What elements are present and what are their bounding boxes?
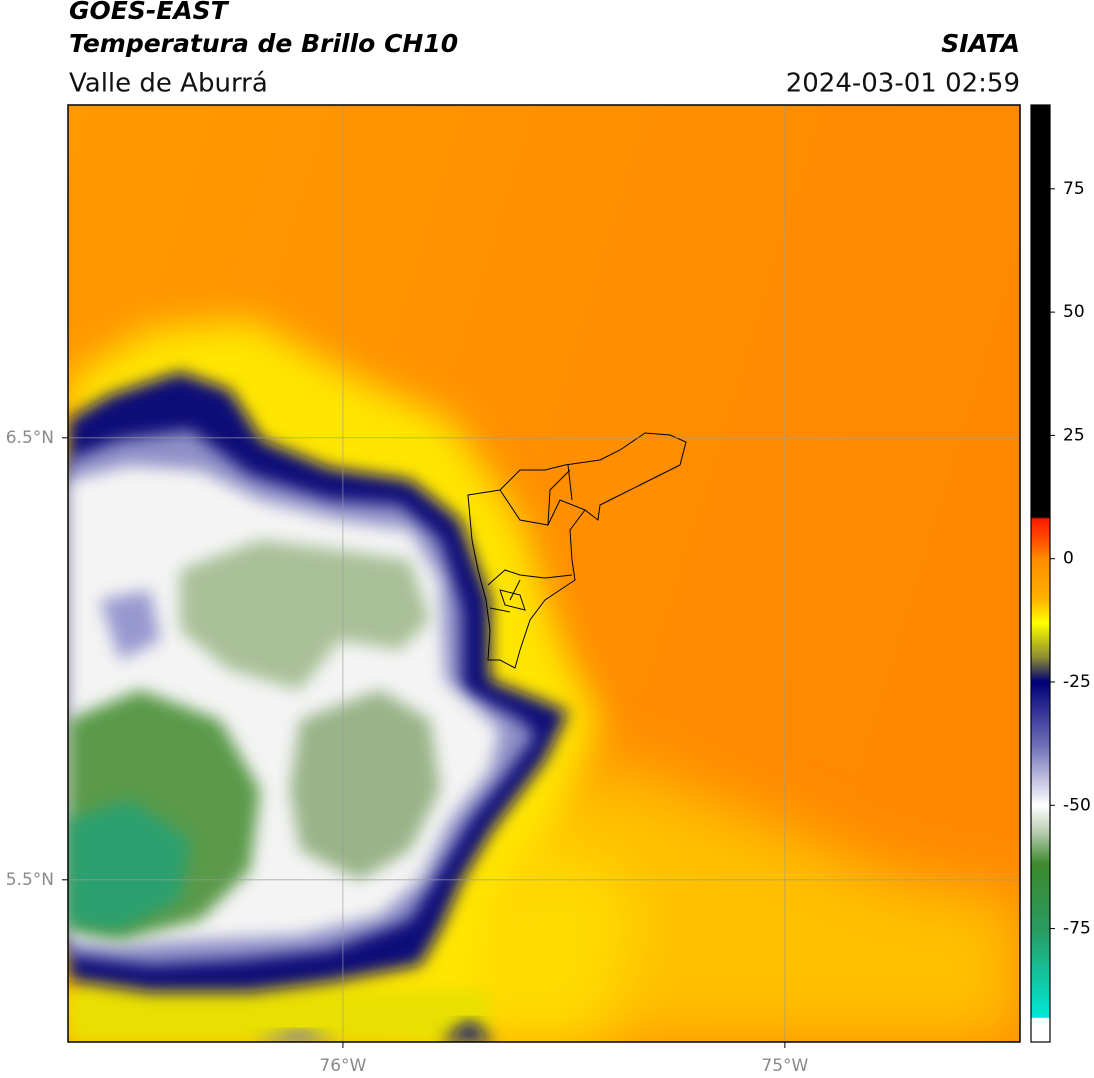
- source: SIATA: [941, 29, 1020, 58]
- colorbar: [1030, 104, 1051, 1043]
- colorbar-tick-label: -75: [1063, 919, 1091, 939]
- colorbar-tick-label: 25: [1063, 425, 1085, 445]
- satellite-image: [68, 105, 1020, 1042]
- region: Valle de Aburrá: [69, 69, 268, 99]
- lat-tick-label: 5.5°N: [6, 870, 54, 890]
- colorbar-tick-label: 50: [1063, 302, 1085, 322]
- lon-tick-label: 76°W: [319, 1056, 366, 1076]
- colorbar-tick-label: 75: [1063, 179, 1085, 199]
- lat-tick-label: 6.5°N: [6, 428, 54, 448]
- colorbar-tick-label: 0: [1063, 549, 1074, 569]
- subtitle: Temperatura de Brillo CH10: [69, 29, 458, 58]
- map-frame: [67, 104, 1021, 1043]
- title: GOES-EAST: [69, 0, 230, 25]
- timestamp: 2024-03-01 02:59: [786, 69, 1020, 99]
- lon-tick-label: 75°W: [761, 1056, 808, 1076]
- colorbar-tick-label: -25: [1063, 672, 1091, 692]
- colorbar-tick-label: -50: [1063, 795, 1091, 815]
